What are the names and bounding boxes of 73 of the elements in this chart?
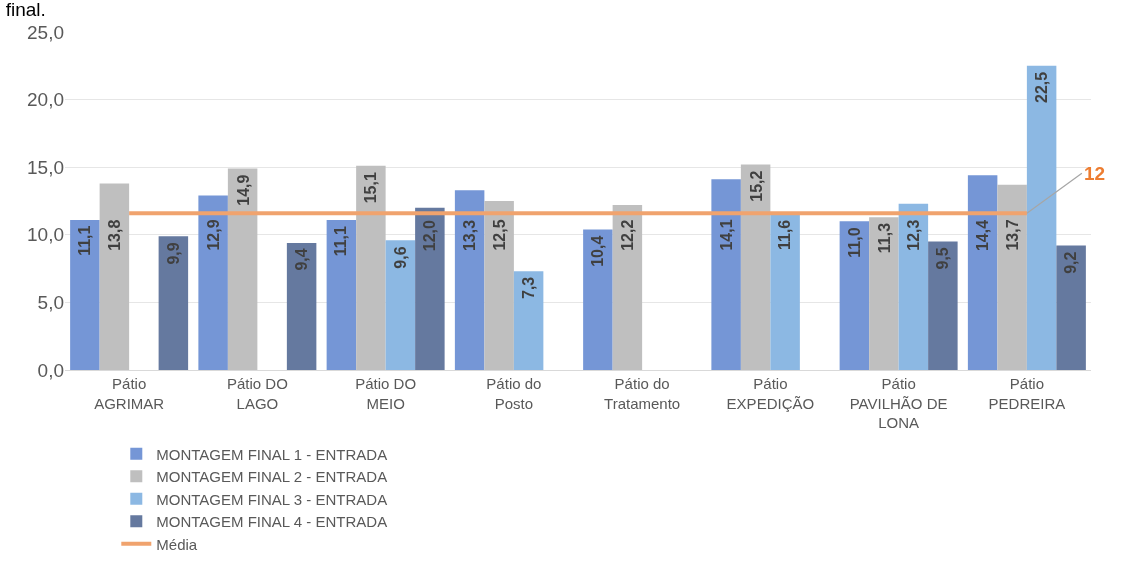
bar <box>227 168 258 370</box>
data-label: 12,2 <box>618 219 636 251</box>
data-label: 14,1 <box>717 219 735 251</box>
x-tick-label: Pátio DO LAGO <box>226 375 288 412</box>
y-tick-label: 10,0 <box>27 224 64 246</box>
data-label: 22,5 <box>1033 71 1051 103</box>
legend-label: MONTAGEM FINAL 2 - ENTRADA <box>156 468 388 486</box>
bar <box>198 195 228 370</box>
data-label: 10,4 <box>588 235 606 267</box>
bar <box>967 175 998 370</box>
legend-label: MONTAGEM FINAL 4 - ENTRADA <box>156 513 388 531</box>
bar <box>583 229 613 370</box>
data-label: 9,9 <box>165 242 183 265</box>
data-label: 11,6 <box>776 219 794 251</box>
y-tick-label: 25,0 <box>27 21 64 43</box>
bar <box>612 205 643 370</box>
bar <box>740 164 771 370</box>
bar <box>898 203 929 370</box>
bar <box>1056 245 1086 370</box>
x-tick-label: Pátio do Tratamento <box>604 375 681 412</box>
data-label: 13,8 <box>105 219 123 251</box>
data-label: 12 <box>1084 163 1106 184</box>
bar <box>839 221 870 370</box>
data-label: 14,4 <box>974 219 992 252</box>
y-tick-label: 20,0 <box>27 89 64 111</box>
bar <box>513 271 544 370</box>
data-label: 12,3 <box>904 219 922 251</box>
x-tick-label: Pátio DO MEIO <box>355 375 417 412</box>
data-label: 13,3 <box>461 219 479 252</box>
legend-label: MONTAGEM FINAL 1 - ENTRADA <box>156 445 388 463</box>
data-label: 7,3 <box>520 276 538 299</box>
bar <box>869 217 899 370</box>
bar <box>454 190 485 370</box>
bar <box>99 183 130 370</box>
x-tick-label: Pátio AGRIMAR <box>94 375 165 412</box>
y-tick-label: 0,0 <box>37 359 64 381</box>
bar <box>415 207 445 370</box>
data-label: 12,0 <box>421 220 439 252</box>
bar <box>770 213 800 370</box>
data-label: 12,9 <box>204 219 222 251</box>
data-label: 9,6 <box>392 246 410 269</box>
data-label: 9,5 <box>934 247 952 270</box>
x-tick-label: Pátio do Posto <box>486 375 542 412</box>
data-label: 11,3 <box>875 222 893 254</box>
data-label: 13,7 <box>1003 219 1021 251</box>
legend-label: Média <box>156 535 198 553</box>
data-label: 12,5 <box>490 219 508 251</box>
y-tick-label: 5,0 <box>37 292 64 314</box>
data-label: 11,1 <box>75 225 93 256</box>
bar <box>326 219 357 370</box>
bar <box>928 241 958 370</box>
bar <box>286 242 317 370</box>
x-tick-label: Pátio PEDREIRA <box>988 375 1066 412</box>
data-label: 11,0 <box>846 227 864 258</box>
bar <box>484 201 514 370</box>
bar <box>70 219 100 370</box>
data-label: 15,2 <box>747 170 765 202</box>
legend-label: MONTAGEM FINAL 3 - ENTRADA <box>156 490 388 508</box>
bar <box>385 240 416 370</box>
x-tick-label: Pátio EXPEDIÇÃO <box>726 375 815 412</box>
data-label: 14,9 <box>234 174 252 206</box>
chart-title: final. <box>5 0 46 21</box>
data-label: 9,4 <box>292 248 310 271</box>
bar <box>997 184 1027 370</box>
bar <box>356 165 386 370</box>
bar <box>711 179 741 370</box>
data-label: 15,1 <box>362 172 380 204</box>
y-tick-label: 15,0 <box>27 156 64 178</box>
data-label: 9,2 <box>1062 251 1080 274</box>
data-label: 11,1 <box>332 226 350 257</box>
x-tick-label: Pátio PAVILHÃO DE LONA <box>849 375 948 431</box>
bar <box>1026 65 1057 370</box>
bar <box>158 236 189 370</box>
